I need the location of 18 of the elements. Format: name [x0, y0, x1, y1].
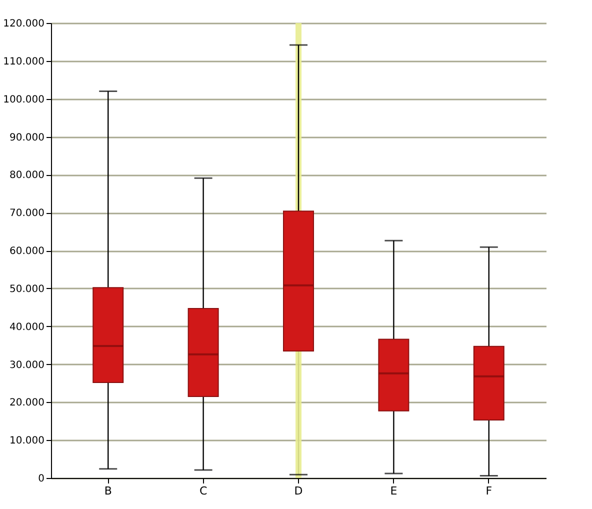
x-tick-label: D [294, 484, 303, 498]
y-tick-label: 60.000 [10, 246, 44, 257]
y-tick-label: 90.000 [10, 132, 44, 144]
y-tick-label: 70.000 [10, 208, 44, 220]
y-tick-label: 20.000 [10, 398, 44, 409]
y-tick-label: 0 [38, 474, 44, 484]
y-tick-label: 120.000 [3, 18, 44, 30]
y-tick-label: 100.000 [3, 94, 44, 106]
x-tick-label: C [199, 484, 208, 498]
x-tick-label: F [486, 484, 492, 498]
y-tick-label: 110.000 [3, 56, 44, 68]
x-tick-label: B [104, 484, 112, 498]
y-tick-label: 30.000 [10, 360, 44, 371]
x-tick-label: E [390, 484, 398, 498]
y-tick-label: 50.000 [10, 284, 44, 295]
y-tick-label: 10.000 [10, 436, 44, 447]
y-tick-label: 40.000 [10, 322, 44, 333]
y-tick-label: 80.000 [10, 170, 44, 182]
